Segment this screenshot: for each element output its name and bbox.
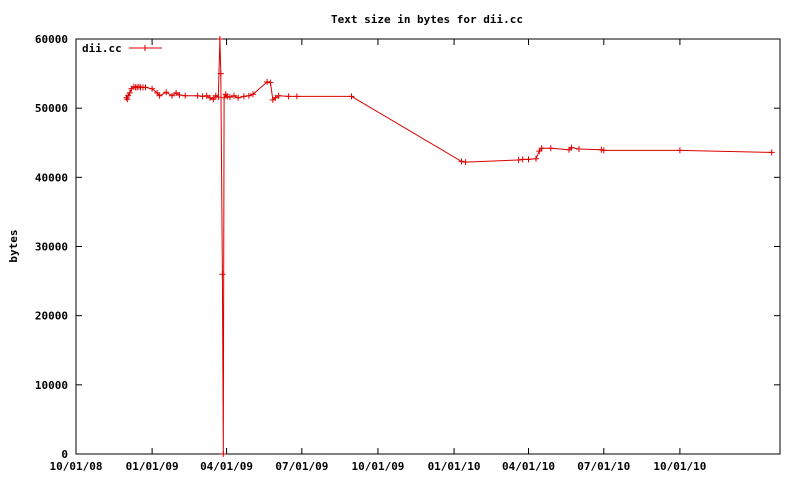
y-axis: 0 10000 20000 30000 40000 50000 60000	[35, 33, 780, 461]
data-point	[156, 92, 163, 99]
data-point	[768, 149, 775, 156]
data-point	[194, 92, 201, 99]
data-point	[142, 84, 149, 91]
x-tick-label: 04/01/10	[502, 460, 555, 473]
data-point	[217, 70, 224, 77]
y-tick-label: 50000	[35, 102, 68, 115]
legend: dii.cc	[82, 42, 162, 55]
data-point	[231, 92, 237, 99]
data-point	[267, 79, 274, 86]
x-tick-label: 01/01/10	[428, 460, 481, 473]
x-tick-label: 10/01/08	[50, 460, 103, 473]
data-point	[519, 156, 526, 163]
data-point	[458, 158, 465, 165]
data-point	[163, 89, 170, 96]
x-tick-label: 07/01/09	[275, 460, 328, 473]
data-point	[235, 94, 242, 101]
data-point	[538, 145, 545, 152]
y-tick-label: 0	[61, 448, 68, 461]
data-point	[226, 94, 233, 101]
data-point	[264, 78, 271, 85]
legend-label: dii.cc	[82, 42, 122, 55]
data-point	[215, 94, 222, 101]
x-axis: 10/01/08 01/01/09 04/01/09 07/01/09 10/01/09…	[50, 39, 706, 473]
x-tick-label: 10/01/09	[351, 460, 404, 473]
y-tick-label: 10000	[35, 379, 68, 392]
data-point	[176, 92, 183, 98]
data-point	[126, 89, 133, 96]
plot-frame	[75, 38, 781, 455]
x-tick-label: 01/01/09	[126, 460, 179, 473]
data-point	[676, 147, 683, 154]
data-point	[207, 94, 213, 101]
data-point	[182, 92, 189, 99]
data-point	[216, 36, 223, 42]
data-point	[173, 89, 180, 96]
data-point	[547, 145, 554, 152]
data-point	[199, 93, 206, 100]
series-line	[126, 38, 772, 455]
y-tick-label: 60000	[35, 33, 68, 46]
data-point	[210, 96, 217, 103]
y-tick-label: 40000	[35, 171, 68, 184]
data-point	[250, 91, 256, 98]
data-point	[272, 94, 279, 101]
x-tick-label: 07/01/10	[577, 460, 630, 473]
y-tick-label: 30000	[35, 241, 68, 254]
x-tick-label: 04/01/09	[200, 460, 253, 473]
data-point	[576, 146, 582, 152]
data-point	[515, 157, 522, 163]
series-layer	[123, 36, 775, 457]
data-point	[240, 93, 247, 100]
data-point	[245, 92, 252, 99]
data-point	[293, 93, 300, 100]
data-point	[533, 155, 539, 162]
chart-title: Text size in bytes for dii.cc	[331, 13, 523, 26]
data-point	[568, 144, 575, 151]
x-tick-label: 10/01/10	[653, 460, 706, 473]
data-point	[348, 93, 355, 100]
data-point	[124, 96, 131, 103]
legend-marker	[142, 45, 148, 51]
data-point	[169, 92, 175, 99]
data-point	[220, 451, 227, 457]
y-tick-label: 20000	[35, 310, 68, 323]
data-point	[219, 271, 226, 278]
data-point	[275, 92, 282, 99]
data-point	[221, 94, 228, 101]
data-point	[149, 85, 156, 92]
data-point	[203, 92, 210, 99]
data-point	[462, 159, 469, 166]
data-point	[525, 156, 532, 163]
data-point	[285, 93, 292, 100]
data-point	[600, 147, 607, 154]
y-axis-label: bytes	[7, 229, 20, 262]
